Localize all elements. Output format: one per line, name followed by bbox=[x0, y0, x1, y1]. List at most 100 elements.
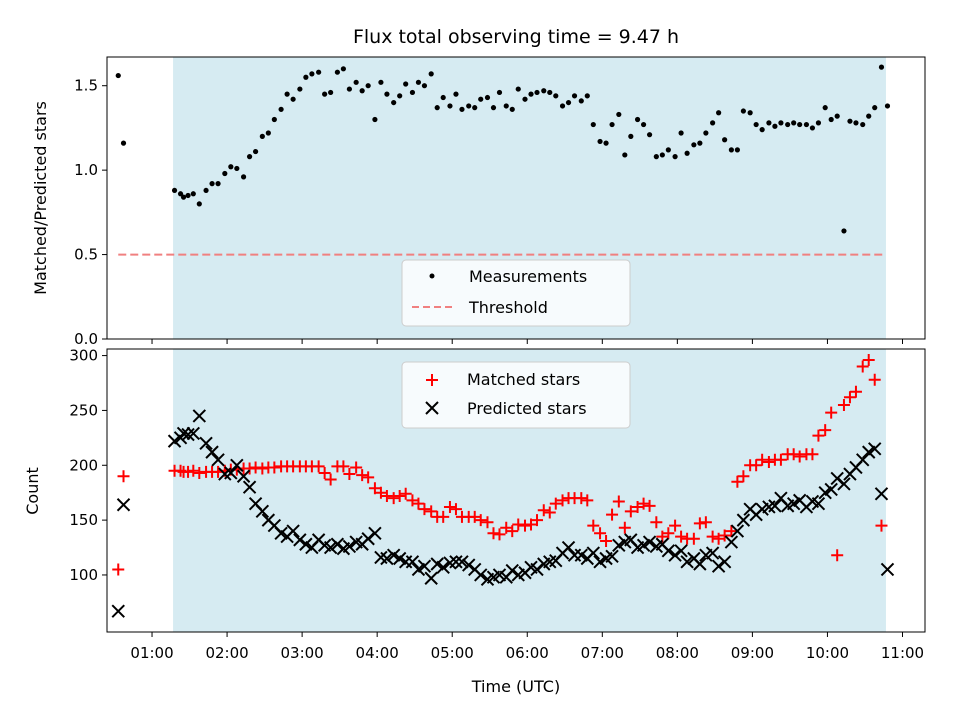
measurements-point bbox=[734, 147, 740, 153]
matched-stars-point bbox=[750, 459, 763, 472]
measurements-point bbox=[434, 105, 440, 111]
measurements-point bbox=[634, 116, 641, 123]
measurements-point bbox=[791, 120, 797, 126]
predicted-stars-point bbox=[236, 469, 251, 483]
predicted-stars-point bbox=[293, 533, 307, 547]
matched-stars-point bbox=[437, 510, 450, 523]
measurements-point bbox=[822, 105, 828, 111]
measurements-point bbox=[853, 120, 859, 126]
matched-stars-point bbox=[712, 532, 725, 545]
matched-stars-point bbox=[418, 503, 431, 516]
measurements-point bbox=[453, 91, 459, 97]
measurements-point bbox=[120, 140, 127, 146]
measurements-point bbox=[578, 98, 584, 104]
predicted-stars-point bbox=[286, 524, 300, 538]
x-tick-label: 08:00 bbox=[656, 644, 699, 662]
matched-stars-point bbox=[612, 495, 625, 508]
x-tick-label: 11:00 bbox=[881, 644, 924, 662]
measurements-point bbox=[797, 121, 803, 128]
legend-predicted-label: Predicted stars bbox=[467, 399, 587, 418]
matched-stars-point bbox=[837, 398, 850, 411]
matched-stars-point bbox=[693, 517, 706, 530]
predicted-stars-point bbox=[455, 555, 469, 569]
measurements-point bbox=[196, 201, 202, 207]
bottom-panel-marks bbox=[112, 353, 895, 618]
measurements-point bbox=[753, 121, 759, 128]
measurements-point bbox=[590, 121, 596, 128]
top-panel-marks bbox=[115, 64, 891, 256]
matched-stars-point bbox=[675, 530, 688, 543]
matched-stars-point bbox=[843, 391, 856, 404]
x-tick-label: 03:00 bbox=[281, 644, 324, 662]
bottom-y-tick-label: 250 bbox=[69, 401, 98, 419]
measurements-point bbox=[359, 88, 365, 94]
bottom-panel: 100 150 200 250 300 01:00 02:00 03:00 04:00 05:00… bbox=[23, 347, 926, 662]
x-axis-label: Time (UTC) bbox=[471, 677, 560, 696]
matched-stars-point bbox=[512, 518, 525, 531]
matched-stars-point bbox=[425, 505, 438, 518]
measurements-point bbox=[484, 94, 491, 101]
matched-stars-point bbox=[312, 460, 325, 473]
top-legend: Measurements Threshold bbox=[401, 259, 631, 327]
x-tick-label: 01:00 bbox=[130, 644, 173, 662]
matched-stars-point bbox=[493, 528, 506, 541]
predicted-stars-point bbox=[674, 544, 688, 558]
measurements-point bbox=[628, 133, 634, 139]
predicted-stars-point bbox=[176, 426, 191, 441]
predicted-stars-point bbox=[693, 557, 707, 571]
matched-stars-point bbox=[787, 448, 800, 461]
legend-matched-label: Matched stars bbox=[467, 370, 580, 389]
top-panel-axes: 0.0 0.5 1.0 1.5 bbox=[74, 77, 903, 348]
matched-stars-point bbox=[606, 508, 619, 521]
measurements-point bbox=[828, 116, 834, 123]
bottom-legend: Matched stars Predicted stars bbox=[401, 361, 631, 429]
measurements-point bbox=[340, 66, 346, 72]
measurements-point bbox=[384, 91, 390, 97]
matched-stars-point bbox=[849, 385, 862, 398]
matched-stars-point bbox=[731, 475, 744, 488]
measurements-point bbox=[391, 99, 397, 106]
measurements-point bbox=[228, 164, 234, 170]
measurements-point bbox=[815, 120, 822, 126]
measurements-point bbox=[571, 93, 578, 99]
matched-stars-point bbox=[193, 466, 206, 479]
measurements-point bbox=[246, 154, 253, 160]
matched-stars-point bbox=[762, 455, 775, 468]
measurements-point bbox=[678, 130, 684, 136]
predicted-stars-point bbox=[199, 436, 213, 451]
predicted-stars-point bbox=[705, 546, 720, 560]
predicted-stars-point bbox=[255, 504, 270, 519]
measurements-point bbox=[622, 152, 628, 158]
measurements-point bbox=[271, 116, 277, 123]
predicted-stars-point bbox=[436, 560, 450, 574]
measurements-point bbox=[740, 108, 746, 114]
measurements-point bbox=[466, 103, 472, 109]
x-tick-label: 09:00 bbox=[731, 644, 774, 662]
predicted-stars-point bbox=[181, 427, 195, 442]
measurements-point bbox=[397, 93, 403, 99]
measurements-point bbox=[559, 103, 566, 109]
legend-matched-marker bbox=[426, 374, 438, 386]
predicted-stars-point bbox=[874, 487, 889, 501]
matched-stars-point bbox=[812, 429, 825, 442]
x-tick-label: 05:00 bbox=[431, 644, 474, 662]
matched-stars-point bbox=[774, 453, 787, 466]
matched-stars-point bbox=[537, 504, 550, 517]
measurements-point bbox=[421, 83, 428, 89]
predicted-stars-point bbox=[711, 559, 726, 573]
predicted-stars-point bbox=[224, 466, 238, 480]
predicted-stars-point bbox=[368, 526, 382, 540]
matched-stars-point bbox=[862, 353, 875, 366]
measurements-point bbox=[722, 137, 728, 143]
matched-stars-point bbox=[374, 486, 387, 499]
matched-stars-point bbox=[443, 500, 456, 513]
measurements-point bbox=[772, 123, 778, 129]
matched-stars-point bbox=[399, 487, 412, 500]
measurements-point bbox=[316, 69, 322, 75]
matched-stars-point bbox=[662, 527, 675, 540]
matched-stars-point bbox=[643, 499, 656, 512]
matched-stars-point bbox=[412, 497, 425, 510]
matched-stars-point bbox=[587, 519, 600, 532]
bottom-legend-box bbox=[401, 361, 631, 429]
bottom-y-tick-label: 200 bbox=[69, 456, 98, 474]
